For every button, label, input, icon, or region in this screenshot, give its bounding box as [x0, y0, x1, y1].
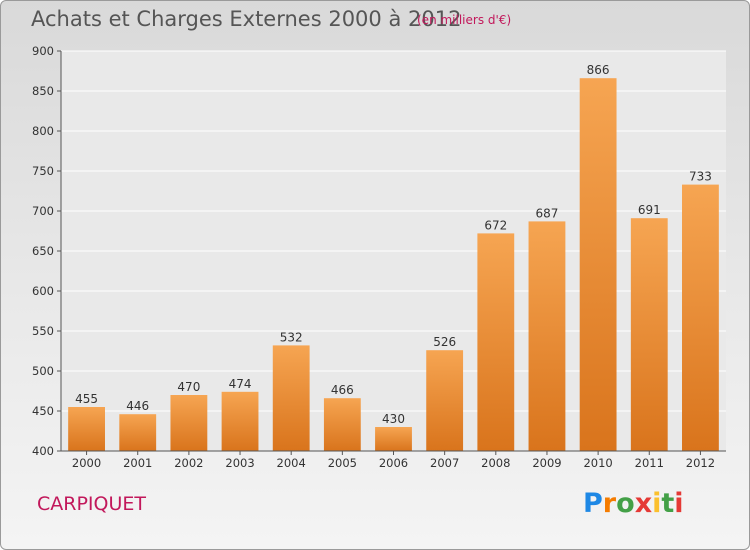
bar-2002: [170, 395, 208, 451]
y-tick-label: 550: [32, 324, 54, 338]
y-tick-label: 500: [32, 364, 54, 378]
y-tick-label: 600: [32, 284, 54, 298]
bar-2012: [682, 184, 719, 451]
x-tick-label: 2007: [430, 456, 459, 470]
y-tick-label: 750: [32, 164, 54, 178]
data-labels: 455 446 470 474 532 466 430 526 672 687 866 691 733: [75, 63, 712, 426]
data-label-2007: 526: [433, 335, 456, 349]
x-axis: 2000 2001 2002 2003 2004 2005 2006 2007 2008 2009…: [61, 450, 726, 470]
chart-subtitle: (en milliers d'€): [417, 13, 512, 27]
data-label-2012: 733: [689, 170, 712, 184]
bars: [68, 78, 719, 451]
y-tick-label: 450: [32, 404, 54, 418]
x-tick-label: 2003: [225, 456, 254, 470]
bar-2009: [528, 221, 566, 451]
data-label-2010: 866: [587, 63, 610, 77]
x-tick-label: 2012: [686, 456, 715, 470]
bar-2003: [221, 391, 259, 451]
data-label-2002: 470: [177, 380, 200, 394]
data-label-2000: 455: [75, 392, 98, 406]
x-tick-label: 2000: [72, 456, 101, 470]
data-label-2003: 474: [229, 377, 252, 391]
x-tick-label: 2011: [635, 456, 664, 470]
y-axis: 400 450 500 550 600 650 700 750 800 850 900: [32, 44, 62, 458]
y-tick-label: 800: [32, 124, 54, 138]
logo-letter: r: [602, 488, 617, 519]
bar-2008: [477, 233, 515, 451]
logo-letter: t: [661, 488, 675, 519]
y-tick-label: 900: [32, 44, 54, 58]
x-tick-label: 2005: [328, 456, 357, 470]
x-tick-label: 2008: [481, 456, 510, 470]
bar-2006: [375, 427, 412, 451]
y-tick-label: 850: [32, 84, 54, 98]
data-label-2008: 672: [484, 218, 507, 232]
bar-2005: [323, 398, 361, 451]
bar-2010: [579, 78, 617, 451]
bar-2000: [68, 407, 105, 451]
proxiti-logo: Proxiti: [583, 488, 684, 519]
logo-letter: o: [616, 488, 635, 519]
data-label-2006: 430: [382, 412, 405, 426]
x-tick-label: 2001: [123, 456, 152, 470]
city-name: CARPIQUET: [37, 493, 146, 515]
data-label-2001: 446: [126, 399, 149, 413]
bar-2001: [119, 414, 157, 451]
logo-letter: i: [674, 488, 684, 519]
y-tick-label: 400: [32, 444, 54, 458]
chart-title: Achats et Charges Externes 2000 à 2012: [31, 7, 462, 31]
data-label-2011: 691: [638, 203, 661, 217]
x-tick-label: 2002: [174, 456, 203, 470]
x-tick-label: 2004: [277, 456, 306, 470]
logo-letter: x: [634, 488, 653, 519]
x-tick-label: 2009: [532, 456, 561, 470]
y-tick-label: 700: [32, 204, 54, 218]
data-label-2005: 466: [331, 383, 354, 397]
bar-2007: [426, 350, 464, 451]
logo-letter: i: [652, 488, 662, 519]
bar-2004: [272, 345, 310, 451]
x-tick-label: 2010: [583, 456, 612, 470]
logo-letter: P: [583, 488, 603, 519]
y-tick-label: 650: [32, 244, 54, 258]
bar-2011: [630, 218, 668, 451]
data-label-2004: 532: [280, 330, 303, 344]
data-label-2009: 687: [536, 206, 559, 220]
x-tick-label: 2006: [379, 456, 408, 470]
